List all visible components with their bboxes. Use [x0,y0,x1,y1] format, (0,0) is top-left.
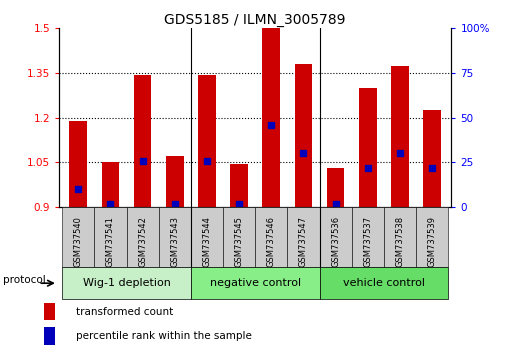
Text: GSM737547: GSM737547 [299,216,308,267]
Bar [94,207,127,267]
Bar [44,327,55,345]
Title: GDS5185 / ILMN_3005789: GDS5185 / ILMN_3005789 [165,13,346,27]
Bar [255,207,287,267]
Text: percentile rank within the sample: percentile rank within the sample [76,331,252,341]
Text: negative control: negative control [210,278,301,288]
Bar [62,207,94,267]
Bar [127,207,159,267]
Bar [159,207,191,267]
Bar [198,74,216,207]
Text: GSM737537: GSM737537 [363,216,372,267]
Text: Wig-1 depletion: Wig-1 depletion [83,278,170,288]
Text: vehicle control: vehicle control [343,278,425,288]
Bar [391,65,409,207]
Bar [287,207,320,267]
Text: GSM737540: GSM737540 [74,216,83,267]
Bar [102,162,120,207]
Bar [320,267,448,299]
Bar [294,64,312,207]
Bar [359,88,377,207]
Bar [352,207,384,267]
Bar [191,207,223,267]
Bar [166,156,184,207]
Text: GSM737539: GSM737539 [428,216,437,267]
Text: GSM737538: GSM737538 [396,216,404,267]
Text: transformed count: transformed count [76,307,174,316]
Bar [44,303,55,320]
Bar [423,110,441,207]
Text: protocol: protocol [3,275,46,285]
Text: GSM737536: GSM737536 [331,216,340,267]
Bar [327,169,345,207]
Text: GSM737545: GSM737545 [234,216,244,267]
Bar [416,207,448,267]
Text: GSM737541: GSM737541 [106,216,115,267]
Bar [223,207,255,267]
Bar [384,207,416,267]
Text: GSM737543: GSM737543 [170,216,180,267]
Bar [69,121,87,207]
Bar [320,207,352,267]
Bar [191,267,320,299]
Bar [134,74,151,207]
Bar [62,267,191,299]
Text: GSM737542: GSM737542 [138,216,147,267]
Text: GSM737544: GSM737544 [203,216,211,267]
Bar [230,164,248,207]
Bar [263,28,280,207]
Text: GSM737546: GSM737546 [267,216,276,267]
